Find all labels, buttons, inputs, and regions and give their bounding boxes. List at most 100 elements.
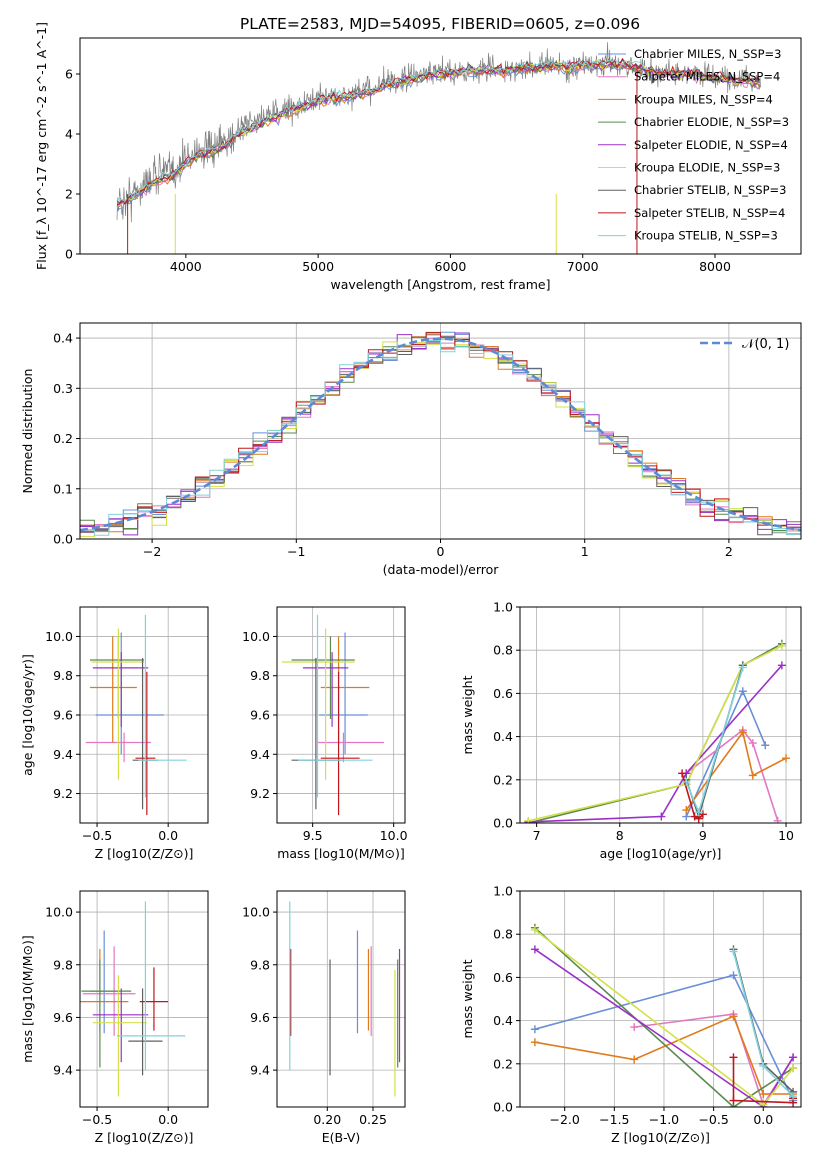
weight-point-marker bbox=[759, 1061, 768, 1070]
x-tick-label: 10.0 bbox=[380, 828, 408, 843]
model-spectrum-line bbox=[116, 57, 761, 207]
x-tick-label: 0.0 bbox=[753, 1112, 773, 1127]
x-axis-label: Z [log10(Z/Z⊙)] bbox=[611, 1130, 710, 1145]
y-tick-label: 1.0 bbox=[493, 600, 513, 615]
weight-point-marker bbox=[789, 1092, 798, 1101]
weight-point-marker bbox=[777, 661, 786, 670]
legend-label: Kroupa ELODIE, N_SSP=3 bbox=[634, 161, 780, 175]
weight-point-marker bbox=[729, 1096, 738, 1105]
weight-point-marker bbox=[729, 1012, 738, 1021]
x-tick-label: 0.0 bbox=[158, 1112, 178, 1127]
y-tick-label: 1.0 bbox=[493, 884, 513, 899]
x-tick-label: 9.5 bbox=[303, 828, 323, 843]
plot-area bbox=[289, 901, 401, 1097]
weight-point-marker bbox=[748, 739, 757, 748]
y-axis-label: mass weight bbox=[460, 675, 475, 754]
weight-series-line bbox=[528, 664, 783, 823]
weight-vs-metallicity-panel: −2.0 −1.5 −1.0 −0.5 0.0 0.0 0.2 0.4 0.6 0.8 1.0 Z [… bbox=[460, 884, 802, 1145]
weight-series-line bbox=[685, 667, 744, 815]
weight-series-line bbox=[685, 689, 767, 817]
mass-vs-metallicity-panel: −0.5 0.0 9.4 9.6 9.8 10.0 Z [log10(Z/Z⊙)] mass … bbox=[20, 890, 209, 1145]
x-axis-label: E(B-V) bbox=[322, 1130, 361, 1145]
weight-point-marker bbox=[682, 777, 691, 786]
weight-point-marker bbox=[694, 808, 703, 817]
x-tick-label: 2 bbox=[725, 544, 733, 559]
weight-series-line bbox=[681, 773, 704, 820]
legend-label: Salpeter ELODIE, N_SSP=4 bbox=[634, 138, 788, 152]
axes-frame bbox=[519, 890, 802, 1108]
y-tick-label: 9.4 bbox=[250, 1063, 270, 1078]
x-tick-label: 7000 bbox=[567, 259, 599, 274]
y-tick-label: 0.2 bbox=[53, 431, 73, 446]
model-spectrum-line bbox=[116, 58, 649, 203]
y-tick-label: 0.8 bbox=[493, 643, 513, 658]
y-tick-label: 0.0 bbox=[493, 1100, 513, 1115]
y-tick-label: 0.3 bbox=[53, 381, 73, 396]
legend-label: Chabrier MILES, N_SSP=3 bbox=[634, 47, 781, 61]
axes-frame bbox=[276, 890, 406, 1108]
plot-area bbox=[524, 639, 791, 823]
legend-label: Chabrier ELODIE, N_SSP=3 bbox=[634, 115, 789, 129]
x-axis-label: age [log10(age/yr)] bbox=[600, 846, 722, 861]
y-tick-label: 9.4 bbox=[250, 747, 270, 762]
x-axis-label: Z [log10(Z/Z⊙)] bbox=[95, 846, 194, 861]
x-tick-label: 5000 bbox=[302, 259, 334, 274]
x-tick-label: −0.5 bbox=[698, 1112, 728, 1127]
legend-label: Salpeter STELIB, N_SSP=4 bbox=[634, 206, 785, 220]
y-axis-label: Normed distribution bbox=[20, 369, 35, 494]
x-axis-label: (data-model)/error bbox=[383, 562, 500, 577]
axes-frame bbox=[79, 606, 209, 824]
residual-histogram-panel: −2 −1 0 1 2 0.0 0.1 0.2 0.3 0.4 (data-model)/error… bbox=[20, 322, 802, 577]
y-axis-label: mass [log10(M/M⊙)] bbox=[20, 935, 35, 1063]
y-tick-label: 9.4 bbox=[53, 1063, 73, 1078]
y-tick-label: 9.6 bbox=[250, 1010, 270, 1025]
y-tick-label: 9.8 bbox=[53, 957, 73, 972]
x-tick-label: −1.5 bbox=[599, 1112, 629, 1127]
y-tick-label: 0.1 bbox=[53, 481, 73, 496]
data-spectrum-line bbox=[116, 42, 762, 223]
plot-area bbox=[530, 923, 798, 1107]
weight-point-marker bbox=[759, 1090, 768, 1099]
x-tick-label: −2 bbox=[143, 544, 161, 559]
weight-point-marker bbox=[789, 1053, 798, 1062]
grid-lines bbox=[277, 891, 405, 1107]
axes-frame bbox=[519, 606, 802, 824]
plot-area bbox=[281, 614, 384, 816]
legend-label: Chabrier STELIB, N_SSP=3 bbox=[634, 183, 786, 197]
weight-point-marker bbox=[773, 816, 782, 823]
mass-vs-extinction-panel: 0.20 0.25 9.4 9.6 9.8 10.0 E(B-V) bbox=[242, 890, 406, 1145]
x-tick-label: −1 bbox=[287, 544, 305, 559]
weight-series-line bbox=[528, 645, 783, 822]
legend-label: Salpeter MILES, N_SSP=4 bbox=[634, 70, 780, 84]
plot-area bbox=[80, 901, 186, 1097]
y-tick-label: 0.0 bbox=[53, 532, 73, 547]
weight-point-marker bbox=[729, 1053, 738, 1062]
grid-lines bbox=[520, 890, 801, 1108]
y-tick-label: 10.0 bbox=[242, 905, 270, 920]
x-tick-label: 6000 bbox=[435, 259, 467, 274]
y-tick-label: 9.8 bbox=[53, 668, 73, 683]
weight-point-marker bbox=[530, 1025, 539, 1034]
legend-label: Kroupa STELIB, N_SSP=3 bbox=[634, 229, 778, 243]
plot-area bbox=[85, 614, 187, 816]
y-tick-label: 0.6 bbox=[493, 686, 513, 701]
weight-point-marker bbox=[690, 812, 699, 821]
y-axis-label: Flux [f_λ 10^-17 erg cm^-2 s^-1 A^-1] bbox=[34, 22, 49, 270]
weight-point-marker bbox=[678, 769, 687, 778]
y-tick-label: 9.2 bbox=[250, 786, 270, 801]
weight-point-marker bbox=[777, 641, 786, 650]
y-tick-label: 9.4 bbox=[53, 747, 73, 762]
weight-point-marker bbox=[524, 816, 533, 823]
y-tick-label: 0 bbox=[65, 247, 73, 262]
x-axis-label: wavelength [Angstrom, rest frame] bbox=[330, 277, 550, 292]
y-tick-label: 6 bbox=[65, 67, 73, 82]
legend-label: 𝒩(0, 1) bbox=[742, 337, 789, 352]
y-tick-label: 9.8 bbox=[250, 957, 270, 972]
weight-series-line bbox=[534, 948, 794, 1107]
x-tick-label: 10 bbox=[778, 828, 794, 843]
x-axis-label: Z [log10(Z/Z⊙)] bbox=[95, 1130, 194, 1145]
y-tick-label: 0.4 bbox=[493, 1013, 513, 1028]
y-tick-label: 10.0 bbox=[45, 905, 73, 920]
y-tick-label: 10.0 bbox=[242, 629, 270, 644]
